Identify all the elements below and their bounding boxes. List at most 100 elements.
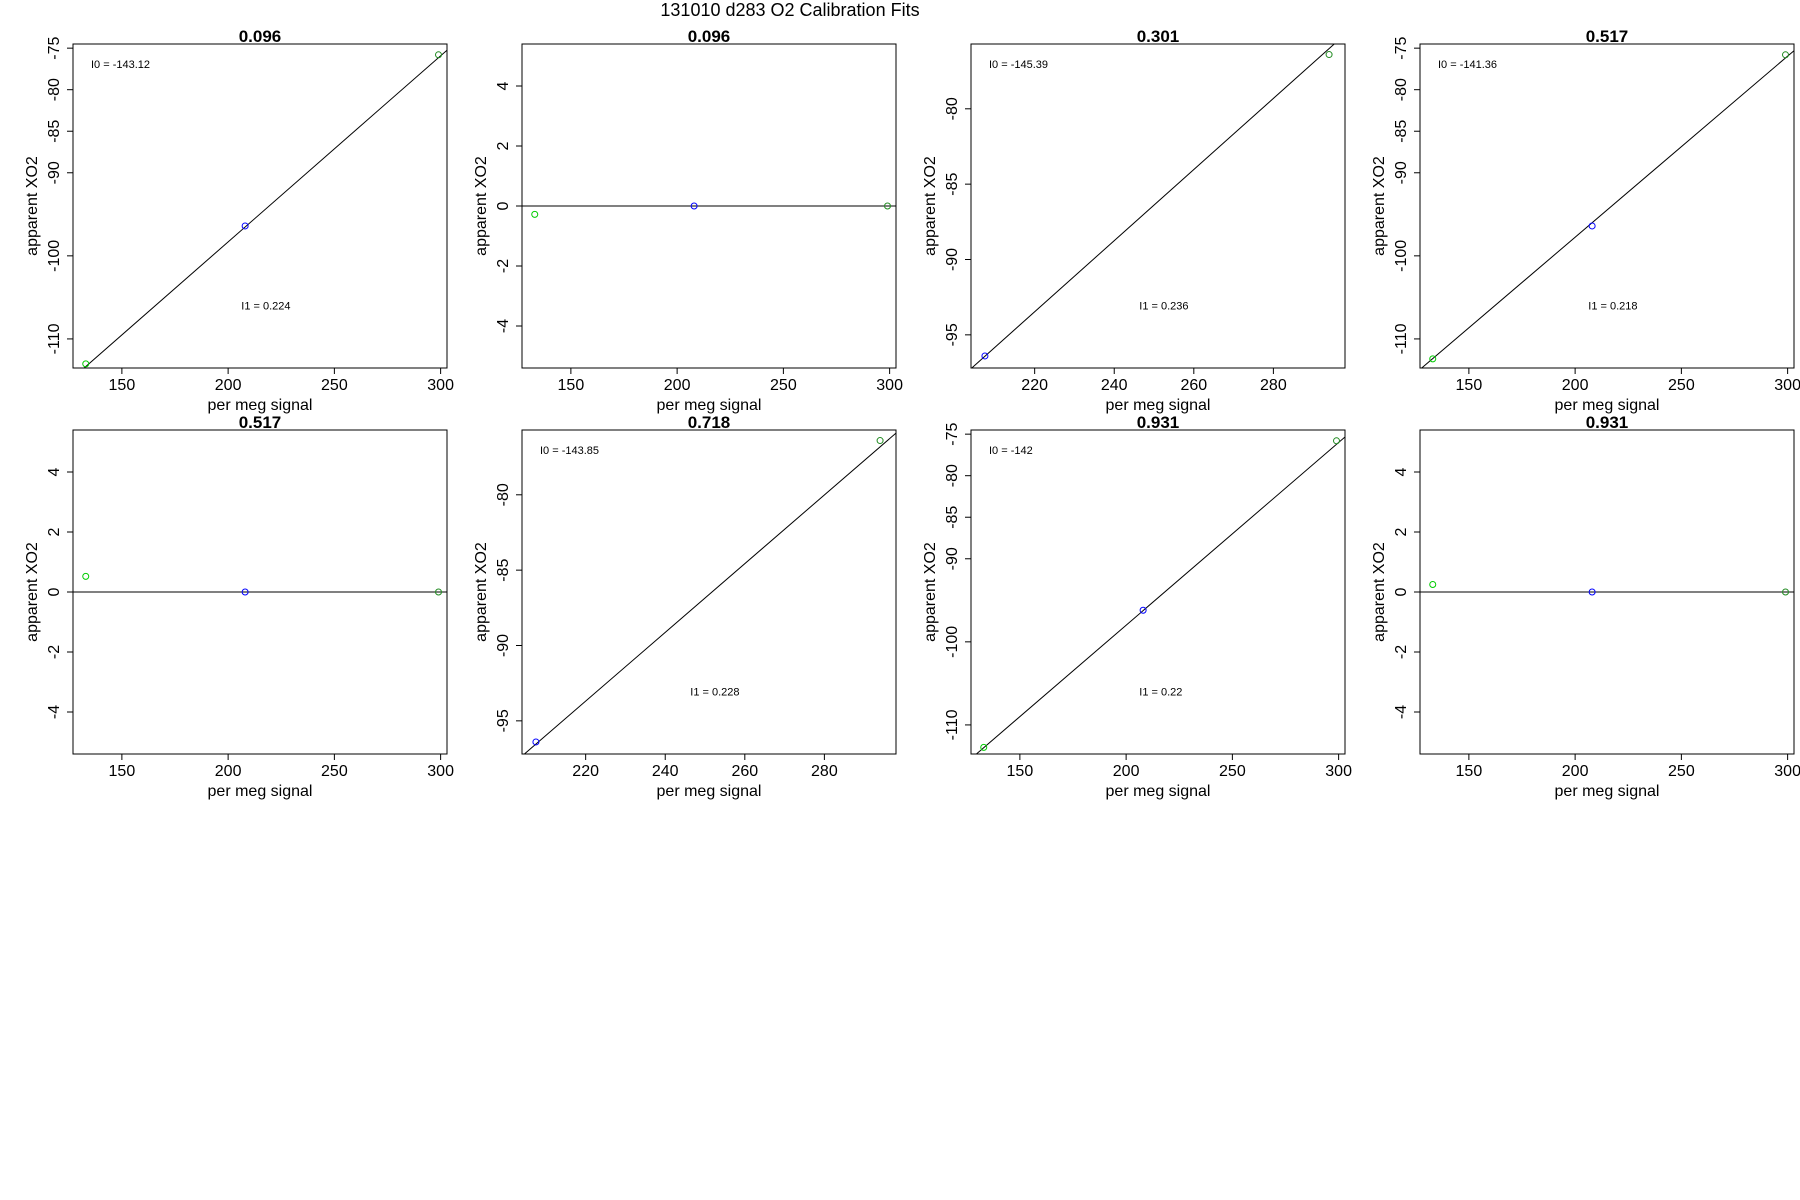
chart-3-point: [1325, 51, 1333, 59]
chart-2-panel: 0.096 150 200 250 300 per meg signal -4 -2 0 2 4 ap…: [473, 27, 903, 414]
chart-1-fit-line: [83, 49, 447, 368]
chart-3-ytick-label: -80: [944, 97, 961, 120]
chart-8-ytick-label: -2: [1393, 645, 1410, 659]
chart-6-xlabel: per meg signal: [657, 783, 762, 800]
chart-7-panel: 0.931 150 200 250 300 per meg signal -75 -80 -85…: [922, 413, 1352, 800]
chart-4-frame: [1419, 43, 1795, 369]
chart-4-xlabel: per meg signal: [1555, 397, 1660, 414]
chart-3-annotation: I1 = 0.236: [1139, 301, 1188, 313]
chart-7-ytick-label: -110: [944, 709, 961, 740]
figure-title: 131010 d283 O2 Calibration Fits: [660, 0, 920, 20]
chart-1-ytick-label: -75: [46, 36, 63, 59]
chart-2-ytick-label: 2: [495, 141, 512, 150]
chart-7-xtick-label: 150: [1007, 763, 1034, 780]
chart-7-annotation: I1 = 0.22: [1139, 687, 1182, 699]
chart-2-xtick-label: 250: [770, 377, 797, 394]
chart-6-title: 0.718: [688, 413, 731, 432]
chart-1-annotation: I1 = 0.224: [241, 301, 290, 313]
chart-7-xtick-label: 300: [1325, 763, 1352, 780]
chart-3-xtick-label: 280: [1260, 377, 1287, 394]
chart-5-xlabel: per meg signal: [208, 783, 313, 800]
chart-3-ytick-label: -95: [944, 323, 961, 346]
chart-3-frame: [970, 43, 1346, 369]
chart-1-xtick-label: 300: [427, 377, 454, 394]
chart-3-panel: 0.301 220 240 260 280 per meg signal -80 -85 -90…: [922, 27, 1346, 414]
chart-2-title: 0.096: [688, 27, 731, 46]
chart-8-xtick-label: 200: [1562, 763, 1589, 780]
chart-4-fit-line: [1420, 50, 1794, 368]
chart-8-point: [1782, 588, 1789, 596]
chart-7-ylabel: apparent XO2: [922, 542, 939, 642]
chart-1-xlabel: per meg signal: [208, 397, 313, 414]
chart-6-point: [876, 437, 884, 445]
chart-7-title: 0.931: [1137, 413, 1180, 432]
chart-8-point: [1429, 581, 1437, 588]
chart-4-ytick-label: -100: [1393, 240, 1410, 272]
chart-7-ytick-label: -80: [944, 464, 961, 487]
chart-5-point: [241, 588, 249, 596]
chart-6-annotation: I0 = -143.85: [540, 445, 599, 457]
chart-7-xlabel: per meg signal: [1106, 783, 1211, 800]
chart-6-point: [532, 738, 540, 746]
chart-1-ytick-label: -100: [46, 240, 63, 272]
chart-3-ytick-label: -85: [944, 172, 961, 195]
chart-5-ytick-label: 4: [46, 467, 63, 476]
chart-8-ytick-label: 0: [1393, 587, 1410, 596]
chart-6-ytick-label: -80: [495, 483, 512, 506]
chart-1-point: [82, 360, 90, 368]
chart-7-point: [1139, 606, 1147, 614]
chart-5-xtick-label: 150: [109, 763, 136, 780]
chart-5-point: [435, 588, 442, 596]
chart-7-frame: [970, 429, 1346, 755]
chart-5-point: [82, 572, 90, 580]
chart-7-ytick-label: -90: [944, 547, 961, 570]
chart-5-ytick-label: 2: [46, 527, 63, 536]
chart-5-xtick-label: 300: [427, 763, 454, 780]
chart-3-xlabel: per meg signal: [1106, 397, 1211, 414]
chart-4-annotation: I1 = 0.218: [1588, 301, 1637, 313]
chart-2-ytick-label: -2: [495, 259, 512, 273]
chart-2-xlabel: per meg signal: [657, 397, 762, 414]
chart-6-ytick-label: -90: [495, 634, 512, 657]
chart-4-ytick-label: -80: [1393, 78, 1410, 101]
chart-1-point: [435, 51, 442, 59]
chart-1-ytick-label: -110: [46, 323, 63, 354]
chart-3-ylabel: apparent XO2: [922, 156, 939, 256]
chart-1-frame: [72, 43, 448, 369]
chart-2-ytick-label: -4: [495, 319, 512, 333]
chart-8-xlabel: per meg signal: [1555, 783, 1660, 800]
chart-1-ytick-label: -90: [46, 161, 63, 184]
chart-8-xtick-label: 150: [1456, 763, 1483, 780]
chart-1-ytick-label: -80: [46, 78, 63, 101]
chart-1-point: [241, 222, 249, 230]
chart-5-ylabel: apparent XO2: [24, 542, 41, 642]
chart-8-xtick-label: 300: [1774, 763, 1800, 780]
chart-4-ytick-label: -75: [1393, 36, 1410, 59]
chart-6-xtick-label: 220: [572, 763, 599, 780]
chart-1-annotation: I0 = -143.12: [91, 59, 150, 71]
chart-6-fit-line: [523, 432, 896, 754]
chart-6-frame: [521, 429, 897, 755]
chart-7-annotation: I0 = -142: [989, 445, 1033, 457]
chart-3-point: [981, 352, 989, 360]
chart-4-ytick-label: -85: [1393, 120, 1410, 143]
chart-8-ytick-label: -4: [1393, 705, 1410, 719]
chart-4-point: [1782, 51, 1789, 59]
chart-7-xtick-label: 250: [1219, 763, 1246, 780]
chart-8-panel: 0.931 150 200 250 300 per meg signal -4 -2 0 2 4 ap…: [1371, 413, 1800, 800]
chart-3-xtick-label: 240: [1101, 377, 1128, 394]
chart-4-title: 0.517: [1586, 27, 1629, 46]
chart-7-ytick-label: -75: [944, 422, 961, 445]
chart-1-ytick-label: -85: [46, 120, 63, 143]
chart-5-panel: 0.517 150 200 250 300 per meg signal -4 -2 0 2 4 ap…: [24, 413, 454, 800]
chart-6-annotation: I1 = 0.228: [690, 687, 739, 699]
chart-3-title: 0.301: [1137, 27, 1180, 46]
chart-3-xtick-label: 260: [1180, 377, 1207, 394]
chart-3-annotation: I0 = -145.39: [989, 59, 1048, 71]
chart-1-ylabel: apparent XO2: [24, 156, 41, 256]
chart-5-title: 0.517: [239, 413, 282, 432]
chart-2-xtick-label: 150: [558, 377, 585, 394]
chart-7-point: [1333, 437, 1340, 445]
chart-6-xtick-label: 260: [731, 763, 758, 780]
